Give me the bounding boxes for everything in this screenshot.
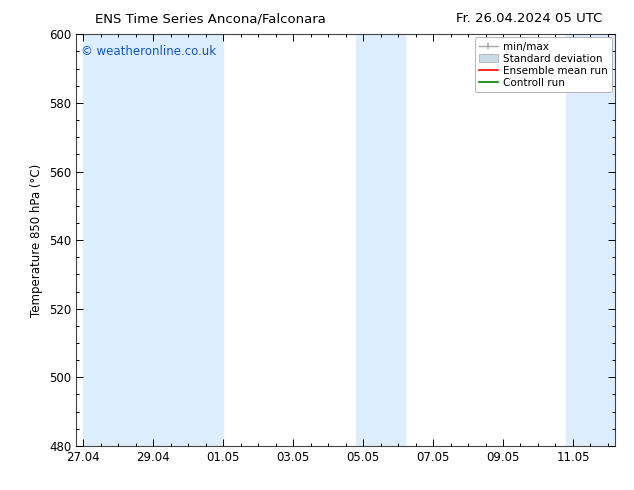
Legend: min/max, Standard deviation, Ensemble mean run, Controll run: min/max, Standard deviation, Ensemble me… — [475, 37, 612, 92]
Bar — [83, 34, 153, 446]
Text: Fr. 26.04.2024 05 UTC: Fr. 26.04.2024 05 UTC — [456, 12, 603, 25]
Text: ENS Time Series Ancona/Falconara: ENS Time Series Ancona/Falconara — [95, 12, 326, 25]
Bar — [356, 34, 405, 446]
Bar — [153, 34, 223, 446]
Bar — [566, 34, 615, 446]
Text: © weatheronline.co.uk: © weatheronline.co.uk — [81, 45, 217, 58]
Y-axis label: Temperature 850 hPa (°C): Temperature 850 hPa (°C) — [30, 164, 43, 317]
